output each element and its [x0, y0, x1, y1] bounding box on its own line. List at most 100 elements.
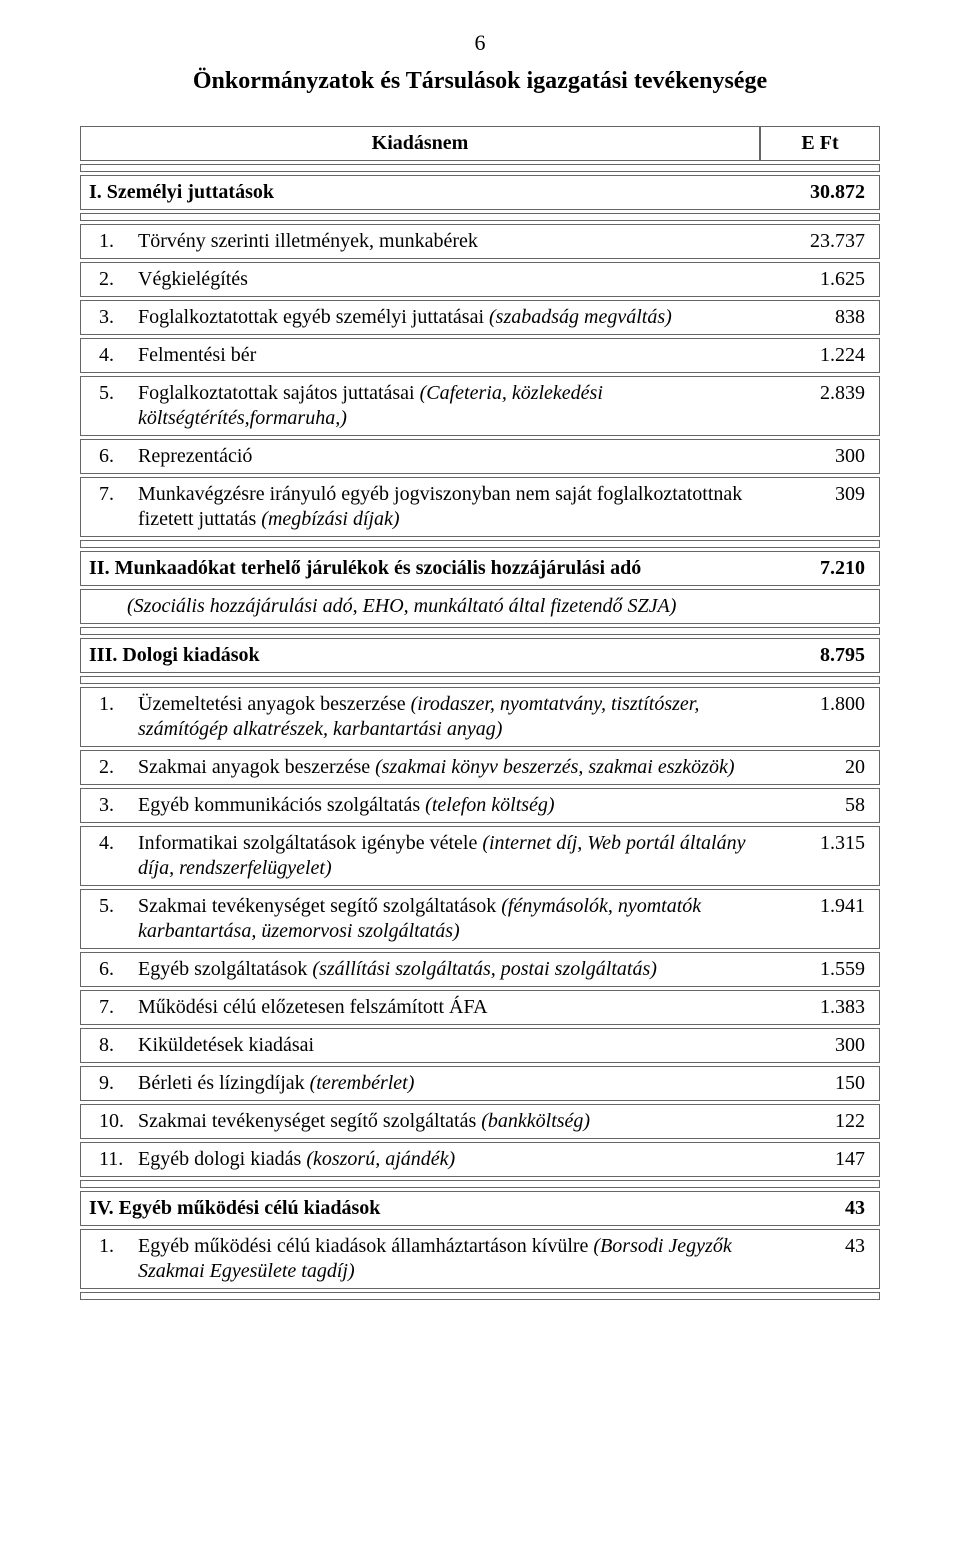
table-row: 2. Szakmai anyagok beszerzése (szakmai k…: [80, 750, 880, 785]
row-value: 838: [760, 300, 880, 335]
table-row: 3. Egyéb kommunikációs szolgáltatás (tel…: [80, 788, 880, 823]
table-row: 10. Szakmai tevékenységet segítő szolgál…: [80, 1104, 880, 1139]
row-num: 6.: [80, 952, 130, 987]
table-row: 7. Munkavégzésre irányuló egyéb jogviszo…: [80, 477, 880, 537]
row-value: 20: [760, 750, 880, 785]
row-num: 3.: [80, 788, 130, 823]
row-value: 300: [760, 439, 880, 474]
budget-table: Kiadásnem E Ft I. Személyi juttatások 30…: [80, 123, 880, 1303]
spacer-row: [80, 1292, 880, 1300]
table-row: 8. Kiküldetések kiadásai 300: [80, 1028, 880, 1063]
row-label: Végkielégítés: [130, 262, 760, 297]
table-row: 11. Egyéb dologi kiadás (koszorú, ajándé…: [80, 1142, 880, 1177]
row-value: 1.800: [760, 687, 880, 747]
row-num: 5.: [80, 889, 130, 949]
table-row: 5. Szakmai tevékenységet segítő szolgált…: [80, 889, 880, 949]
row-num: 6.: [80, 439, 130, 474]
table-row: 2. Végkielégítés 1.625: [80, 262, 880, 297]
spacer-row: [80, 213, 880, 221]
page-title: Önkormányzatok és Társulások igazgatási …: [80, 68, 880, 95]
table-row: 1. Törvény szerinti illetmények, munkabé…: [80, 224, 880, 259]
row-num: 7.: [80, 477, 130, 537]
row-label: Informatikai szolgáltatások igénybe véte…: [130, 826, 760, 886]
row-value: 147: [760, 1142, 880, 1177]
row-num: 9.: [80, 1066, 130, 1101]
row-value: 43: [760, 1229, 880, 1289]
row-label: Szakmai tevékenységet segítő szolgáltatá…: [130, 889, 760, 949]
table-row: 3. Foglalkoztatottak egyéb személyi jutt…: [80, 300, 880, 335]
row-label: Üzemeltetési anyagok beszerzése (irodasz…: [130, 687, 760, 747]
section-2-subnote: (Szociális hozzájárulási adó, EHO, munká…: [80, 589, 760, 624]
section-2-heading: II. Munkaadókat terhelő járulékok és szo…: [80, 551, 880, 586]
table-row: 6. Reprezentáció 300: [80, 439, 880, 474]
row-label: Munkavégzésre irányuló egyéb jogviszonyb…: [130, 477, 760, 537]
table-row: 9. Bérleti és lízingdíjak (terembérlet) …: [80, 1066, 880, 1101]
row-value: 1.383: [760, 990, 880, 1025]
table-row: 4. Felmentési bér 1.224: [80, 338, 880, 373]
empty-cell: [760, 589, 880, 624]
section-2-subnote-row: (Szociális hozzájárulási adó, EHO, munká…: [80, 589, 880, 624]
row-label: Foglalkoztatottak sajátos juttatásai (Ca…: [130, 376, 760, 436]
section-1-label: I. Személyi juttatások: [80, 175, 760, 210]
table-row: 6. Egyéb szolgáltatások (szállítási szol…: [80, 952, 880, 987]
row-label: Bérleti és lízingdíjak (terembérlet): [130, 1066, 760, 1101]
row-num: 7.: [80, 990, 130, 1025]
row-label: Egyéb dologi kiadás (koszorú, ajándék): [130, 1142, 760, 1177]
section-4-value: 43: [760, 1191, 880, 1226]
row-value: 122: [760, 1104, 880, 1139]
section-4-heading: IV. Egyéb működési célú kiadások 43: [80, 1191, 880, 1226]
row-num: 11.: [80, 1142, 130, 1177]
row-value: 1.315: [760, 826, 880, 886]
spacer-row: [80, 676, 880, 684]
row-num: 5.: [80, 376, 130, 436]
row-value: 1.625: [760, 262, 880, 297]
header-kiadasnem: Kiadásnem: [80, 126, 760, 161]
table-row: 7. Működési célú előzetesen felszámított…: [80, 990, 880, 1025]
page-number: 6: [80, 30, 880, 56]
section-3-label: III. Dologi kiadások: [80, 638, 760, 673]
row-label: Szakmai tevékenységet segítő szolgáltatá…: [130, 1104, 760, 1139]
table-row: 5. Foglalkoztatottak sajátos juttatásai …: [80, 376, 880, 436]
row-label: Reprezentáció: [130, 439, 760, 474]
row-num: 10.: [80, 1104, 130, 1139]
row-num: 2.: [80, 750, 130, 785]
row-num: 8.: [80, 1028, 130, 1063]
table-header-row: Kiadásnem E Ft: [80, 126, 880, 161]
section-3-value: 8.795: [760, 638, 880, 673]
row-num: 4.: [80, 338, 130, 373]
section-2-label: II. Munkaadókat terhelő járulékok és szo…: [80, 551, 760, 586]
row-label: Törvény szerinti illetmények, munkabérek: [130, 224, 760, 259]
row-label: Szakmai anyagok beszerzése (szakmai köny…: [130, 750, 760, 785]
row-label: Egyéb kommunikációs szolgáltatás (telefo…: [130, 788, 760, 823]
row-num: 3.: [80, 300, 130, 335]
spacer-row: [80, 540, 880, 548]
row-label: Működési célú előzetesen felszámított ÁF…: [130, 990, 760, 1025]
section-1-heading: I. Személyi juttatások 30.872: [80, 175, 880, 210]
row-num: 1.: [80, 687, 130, 747]
spacer-row: [80, 627, 880, 635]
row-num: 1.: [80, 1229, 130, 1289]
row-value: 23.737: [760, 224, 880, 259]
section-3-heading: III. Dologi kiadások 8.795: [80, 638, 880, 673]
table-row: 4. Informatikai szolgáltatások igénybe v…: [80, 826, 880, 886]
row-value: 150: [760, 1066, 880, 1101]
section-1-value: 30.872: [760, 175, 880, 210]
row-num: 2.: [80, 262, 130, 297]
table-row: 1. Egyéb működési célú kiadások államház…: [80, 1229, 880, 1289]
row-label: Kiküldetések kiadásai: [130, 1028, 760, 1063]
table-row: 1. Üzemeltetési anyagok beszerzése (irod…: [80, 687, 880, 747]
row-label: Felmentési bér: [130, 338, 760, 373]
spacer-row: [80, 1180, 880, 1188]
spacer-row: [80, 164, 880, 172]
header-unit: E Ft: [760, 126, 880, 161]
document-page: 6 Önkormányzatok és Társulások igazgatás…: [0, 0, 960, 1343]
row-label: Egyéb működési célú kiadások államháztar…: [130, 1229, 760, 1289]
row-value: 309: [760, 477, 880, 537]
section-2-value: 7.210: [760, 551, 880, 586]
row-value: 1.941: [760, 889, 880, 949]
row-value: 2.839: [760, 376, 880, 436]
row-label: Egyéb szolgáltatások (szállítási szolgál…: [130, 952, 760, 987]
row-num: 4.: [80, 826, 130, 886]
row-value: 58: [760, 788, 880, 823]
row-value: 1.559: [760, 952, 880, 987]
